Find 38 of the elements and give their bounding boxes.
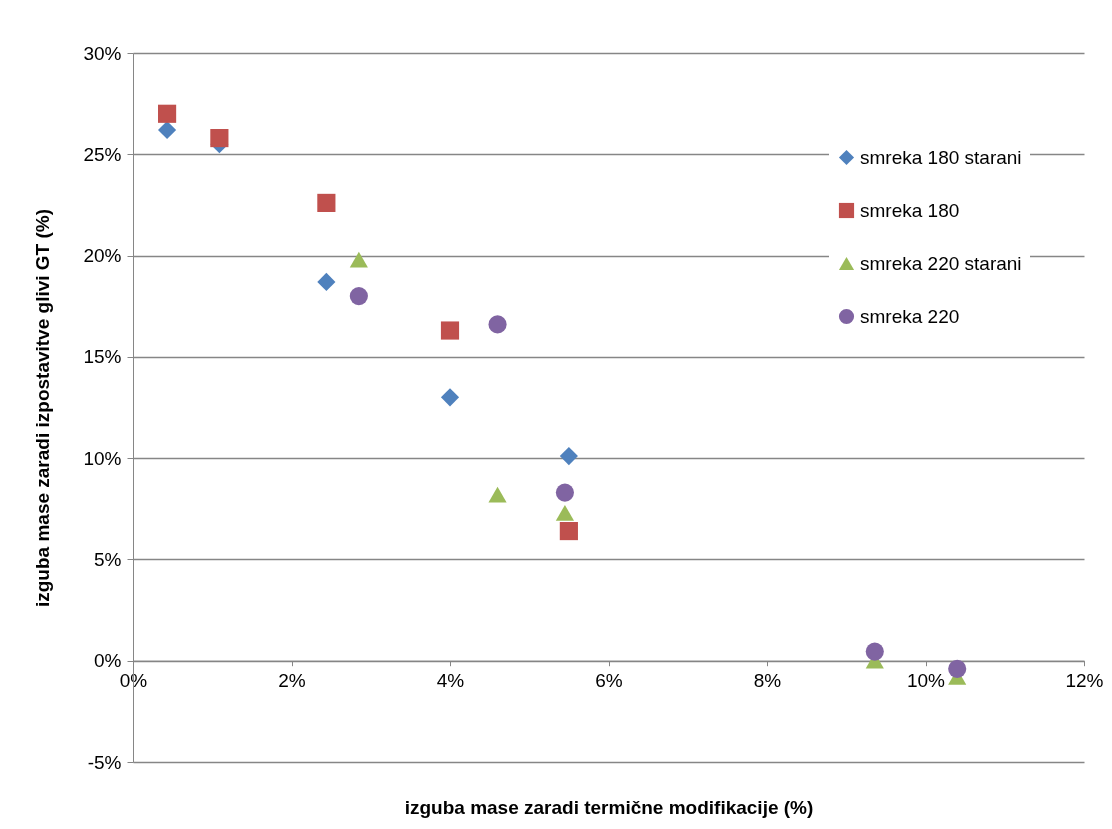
x-tick-label: 2% [278, 670, 306, 692]
x-axis-title: izguba mase zaradi termične modifikacije (%) [404, 796, 814, 818]
point [317, 272, 336, 291]
x-tick-label: 4% [436, 670, 465, 692]
point [349, 251, 368, 268]
y-tick-label: 20% [83, 245, 122, 267]
legend-label: smreka 180 starani [860, 146, 1022, 168]
y-tick-label: 5% [94, 548, 122, 570]
x-tick-label: 10% [906, 670, 946, 692]
point [488, 315, 507, 334]
point [555, 504, 574, 521]
legend-label: smreka 220 [860, 305, 960, 327]
y-tick-label: 15% [83, 346, 122, 368]
legend-label: smreka 220 starani [860, 252, 1022, 274]
point [349, 287, 368, 306]
point [157, 120, 177, 140]
y-tick-label: -5% [87, 751, 122, 773]
y-tick-label: 10% [83, 447, 122, 469]
point [157, 104, 177, 123]
point [948, 659, 967, 678]
point [317, 193, 336, 212]
x-tick-label: 6% [595, 670, 623, 692]
y-axis-title: izguba mase zaradi izpostavitve glivi GT (%) [32, 208, 54, 608]
y-tick-label: 25% [83, 143, 122, 165]
point [440, 321, 460, 340]
point [440, 388, 460, 407]
point [559, 521, 578, 541]
x-tick-label: 8% [753, 670, 782, 692]
legend-label: smreka 180 [860, 199, 960, 221]
point [210, 129, 229, 148]
point [555, 483, 574, 502]
x-tick-label: 0% [119, 670, 148, 692]
y-tick-label: 0% [94, 650, 122, 672]
point [865, 642, 884, 661]
y-tick-label: 30% [83, 42, 122, 64]
point [488, 486, 507, 503]
x-tick-label: 12% [1065, 670, 1104, 692]
point [559, 447, 578, 466]
